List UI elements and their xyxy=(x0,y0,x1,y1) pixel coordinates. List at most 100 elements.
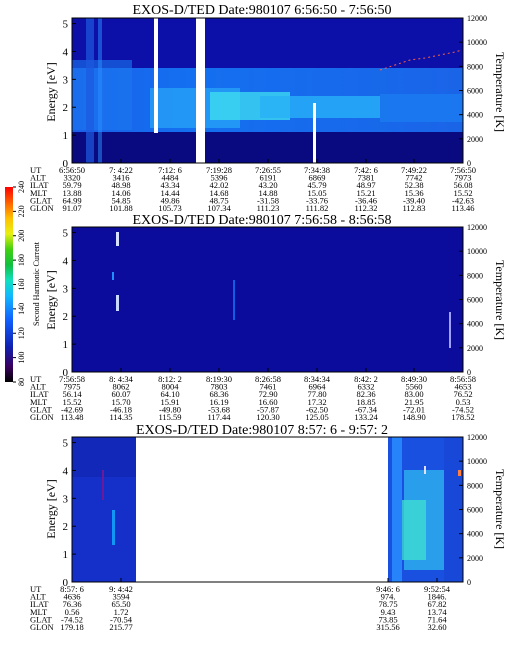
table-cell: 42.02 xyxy=(209,180,228,190)
table-cell: 7:26:55 xyxy=(255,165,281,175)
table-cell: 76.52 xyxy=(453,389,472,399)
table-cell: -57.87 xyxy=(257,404,279,414)
table-cell: 15.70 xyxy=(111,397,130,407)
table-cell: 9: 4:42 xyxy=(109,584,133,594)
panel-3-ephemeris-table: UT 8:57: 6 9: 4:42 9:46: 6 9:52:54 ALT 4636 359… xyxy=(30,584,451,632)
y-tick-label: 5 xyxy=(63,438,69,450)
y2-tick-label: 8000 xyxy=(467,62,483,71)
table-row-label: MLT xyxy=(30,607,48,617)
table-row-label: UT xyxy=(30,374,42,384)
table-cell: 4636 xyxy=(64,592,81,602)
table-cell: 67.82 xyxy=(427,599,446,609)
panel-1-spectrogram xyxy=(72,18,463,163)
y-tick-label: 0 xyxy=(63,158,69,170)
table-cell: 64.99 xyxy=(62,195,81,205)
panel-1-title: EXOS-D/TED Date:980107 6:56:50 - 7:56:50 xyxy=(133,3,392,18)
colorbar-label: Second Harmonic Current xyxy=(32,241,41,326)
table-cell: 72.90 xyxy=(258,389,277,399)
colorbar-tick-label: 120 xyxy=(17,327,26,339)
table-cell: 8:26:58 xyxy=(255,374,281,384)
table-cell: 8004 xyxy=(162,382,180,392)
table-cell: 6869 xyxy=(309,173,326,183)
y2-tick-label: 12000 xyxy=(467,14,487,23)
y2-tick-label: 8000 xyxy=(467,481,483,490)
y2-tick-label: 8000 xyxy=(467,271,483,280)
y-tick-label: 4 xyxy=(63,255,69,267)
table-cell: 115.59 xyxy=(158,412,181,422)
table-cell: 7:34:38 xyxy=(304,165,330,175)
table-cell: 8:12: 2 xyxy=(158,374,182,384)
table-cell: 52.38 xyxy=(404,180,423,190)
table-cell: 45.79 xyxy=(307,180,326,190)
table-row-label: MLT xyxy=(30,188,48,198)
table-cell: 113.48 xyxy=(60,412,83,422)
table-cell: 105.73 xyxy=(158,203,181,213)
table-cell: -70.54 xyxy=(110,614,133,624)
table-cell: 4653 xyxy=(455,382,472,392)
table-cell: 7742 xyxy=(406,173,423,183)
table-cell: 133.24 xyxy=(354,412,378,422)
colorbar-tick-label: 140 xyxy=(17,303,26,315)
table-cell: 111.23 xyxy=(257,203,280,213)
table-cell: -72.01 xyxy=(403,404,425,414)
colorbar: 80 100 120 140 160 180 200 220 240 Second Harmon… xyxy=(5,181,41,386)
table-cell: 68.36 xyxy=(209,389,228,399)
y2-tick-label: 0 xyxy=(467,368,471,377)
table-cell: -74.52 xyxy=(452,404,474,414)
colorbar-tick-label: 100 xyxy=(17,352,26,364)
colorbar-tick-label: 80 xyxy=(17,378,26,386)
y-tick-label: 5 xyxy=(63,19,69,31)
y-tick-label: 2 xyxy=(63,102,69,114)
table-row-label: GLAT xyxy=(30,614,53,624)
table-cell: -36.46 xyxy=(355,195,377,205)
table-cell: 65.50 xyxy=(111,599,130,609)
table-cell: 83.00 xyxy=(404,389,423,399)
colorbar-scale xyxy=(5,187,13,382)
table-row-label: GLAT xyxy=(30,195,53,205)
table-cell: 114.35 xyxy=(109,412,132,422)
y-tick-label: 0 xyxy=(63,367,69,379)
table-cell: 112.32 xyxy=(354,203,377,213)
table-cell: 7:42: 6 xyxy=(354,165,378,175)
table-cell: 120.30 xyxy=(256,412,279,422)
table-cell: 4484 xyxy=(162,173,180,183)
y2-tick-label: 2000 xyxy=(467,554,483,563)
table-cell: 111.82 xyxy=(306,203,329,213)
table-cell: -33.76 xyxy=(306,195,328,205)
panel-2: EXOS-D/TED Date:980107 7:56:58 - 8:56:58… xyxy=(30,213,505,422)
table-cell: 7:49:22 xyxy=(401,165,427,175)
table-cell: -67.34 xyxy=(355,404,378,414)
table-cell: 59.79 xyxy=(62,180,81,190)
table-cell: 60.07 xyxy=(111,389,130,399)
table-cell: 7:12: 6 xyxy=(158,165,182,175)
table-cell: 8:19:30 xyxy=(206,374,232,384)
y2-tick-label: 2000 xyxy=(467,344,483,353)
table-cell: 76.36 xyxy=(62,599,81,609)
table-cell: 7:19:28 xyxy=(206,165,232,175)
table-cell: 15.36 xyxy=(404,188,423,198)
table-cell: 5560 xyxy=(406,382,423,392)
table-row-label: ALT xyxy=(30,173,47,183)
table-row-label: GLAT xyxy=(30,404,53,414)
panel-1-ephemeris-table: UT 6:56:50 7: 4:22 7:12: 6 7:19:28 7:26:55 7:3… xyxy=(30,165,476,213)
table-cell: -42.63 xyxy=(452,195,474,205)
table-cell: 15.05 xyxy=(307,188,326,198)
table-cell: 113.46 xyxy=(451,203,474,213)
table-cell: 71.64 xyxy=(427,614,447,624)
panel-3-spectrogram xyxy=(72,437,463,582)
table-cell: 117.44 xyxy=(207,412,231,422)
colorbar-tick-label: 180 xyxy=(17,254,26,266)
table-cell: 9.43 xyxy=(381,607,396,617)
table-cell: 0.53 xyxy=(456,397,471,407)
y2-tick-label: 4000 xyxy=(467,111,483,120)
y-tick-label: 3 xyxy=(63,493,69,505)
y-tick-label: 1 xyxy=(63,339,69,351)
y-tick-label: 0 xyxy=(63,577,69,589)
panel-3-title: EXOS-D/TED Date:980107 8:57: 6 - 9:57: 2 xyxy=(136,423,388,438)
table-cell: 7461 xyxy=(260,382,277,392)
table-row-label: GLON xyxy=(30,412,54,422)
table-cell: 8:34:34 xyxy=(304,374,331,384)
table-cell: 91.07 xyxy=(62,203,81,213)
table-cell: 1.72 xyxy=(114,607,129,617)
